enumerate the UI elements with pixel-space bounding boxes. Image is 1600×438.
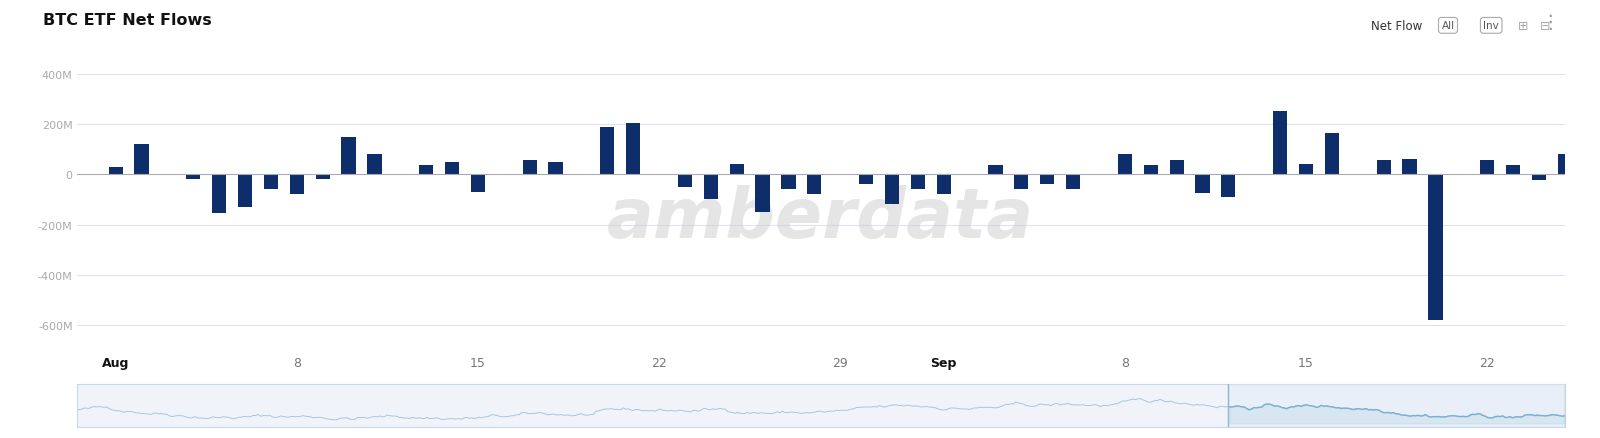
Bar	[445, 162, 459, 175]
Bar	[885, 175, 899, 205]
Bar	[1299, 164, 1314, 175]
Bar	[936, 175, 950, 195]
Text: ⊟: ⊟	[1541, 20, 1550, 33]
Bar	[704, 175, 718, 200]
Bar	[989, 165, 1003, 175]
Bar	[470, 175, 485, 193]
Bar	[1480, 161, 1494, 175]
Bar	[730, 165, 744, 175]
Text: ⋮: ⋮	[1541, 13, 1560, 32]
Text: amberdata: amberdata	[608, 185, 1034, 252]
Bar	[1118, 155, 1131, 175]
Bar	[1325, 134, 1339, 175]
Bar	[626, 124, 640, 175]
Bar	[1066, 175, 1080, 190]
Bar	[781, 175, 795, 190]
Text: Inv: Inv	[1483, 21, 1499, 31]
Bar	[1040, 175, 1054, 184]
Bar	[368, 154, 381, 175]
Bar	[859, 175, 874, 184]
Text: BTC ETF Net Flows: BTC ETF Net Flows	[43, 13, 211, 28]
Bar	[1558, 154, 1571, 175]
Bar	[109, 167, 123, 175]
Bar	[549, 162, 563, 175]
Bar	[1376, 160, 1390, 175]
Bar	[1221, 175, 1235, 198]
Bar	[600, 127, 614, 175]
Bar	[264, 175, 278, 190]
Bar	[808, 175, 821, 195]
Bar	[1506, 165, 1520, 175]
Bar	[1531, 175, 1546, 180]
Bar	[238, 175, 253, 208]
Bar	[1227, 384, 1565, 427]
Bar	[523, 161, 536, 175]
Text: Net Flow: Net Flow	[1371, 20, 1422, 33]
Bar	[1144, 165, 1158, 175]
Bar	[1403, 159, 1416, 175]
Bar	[1170, 161, 1184, 175]
Bar	[1014, 175, 1029, 190]
Bar	[1195, 175, 1210, 194]
Bar	[419, 165, 434, 175]
Bar	[678, 175, 693, 188]
Bar	[910, 175, 925, 190]
Bar	[186, 175, 200, 180]
Bar	[134, 145, 149, 175]
Bar	[755, 175, 770, 212]
Bar	[213, 175, 226, 214]
Bar	[341, 138, 355, 175]
Bar	[290, 175, 304, 195]
Text: All: All	[1442, 21, 1454, 31]
Bar	[315, 175, 330, 180]
Text: ⊞: ⊞	[1518, 20, 1528, 33]
Bar	[1274, 112, 1288, 175]
Bar	[1429, 175, 1443, 320]
